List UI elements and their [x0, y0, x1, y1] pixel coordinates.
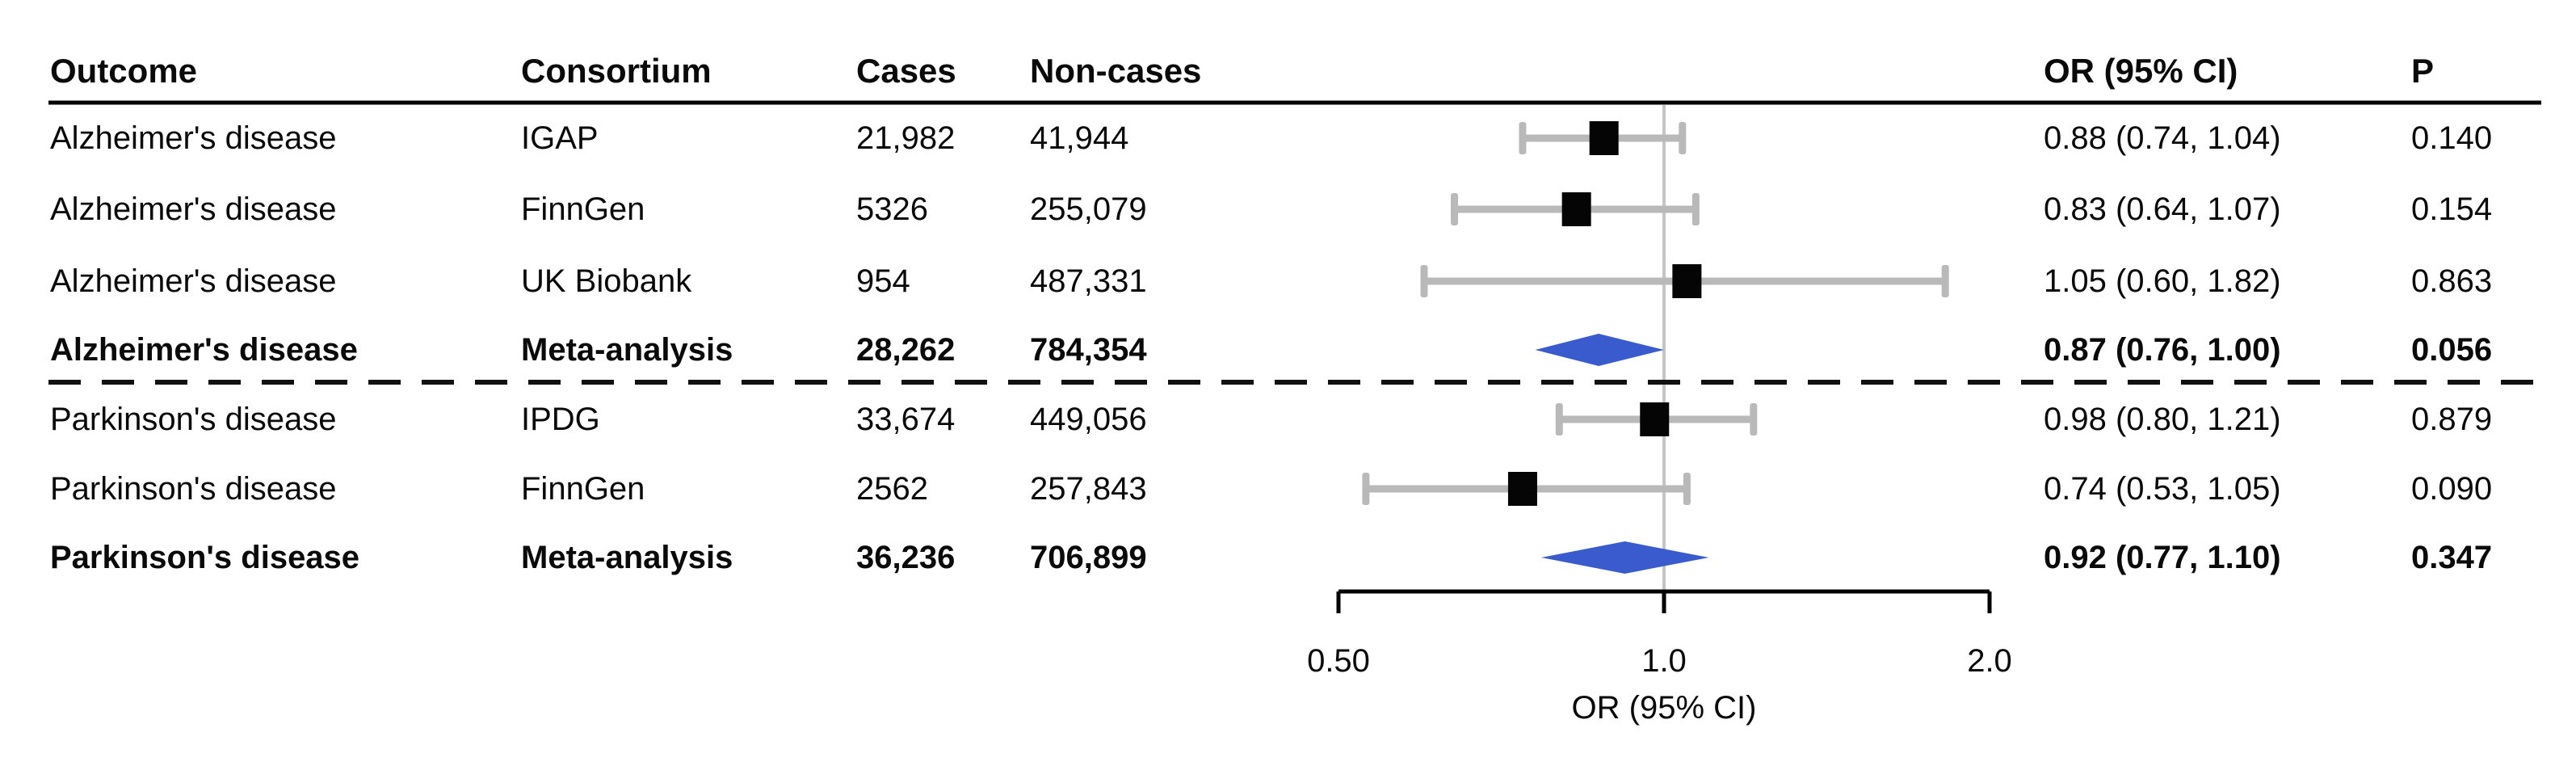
row-3-noncases: 784,354: [1030, 332, 1147, 368]
row-2-p: 0.863: [2411, 263, 2493, 299]
row-1-p: 0.154: [2411, 192, 2493, 227]
row-3-cases: 28,262: [856, 332, 956, 368]
point-marker: [1589, 121, 1619, 155]
point-marker: [1561, 192, 1591, 226]
meta-diamond: [1541, 541, 1709, 574]
point-marker: [1672, 264, 1702, 298]
row-5-cases: 2562: [856, 471, 928, 507]
column-header-cases: Cases: [856, 52, 956, 90]
row-0-outcome: Alzheimer's disease: [50, 120, 337, 156]
ci-cap-high: [1683, 473, 1691, 505]
row-2-cases: 954: [856, 263, 910, 299]
row-4-consortium: IPDG: [521, 402, 600, 437]
row-6-noncases: 706,899: [1030, 540, 1147, 575]
ci-cap-high: [1750, 403, 1758, 436]
row-1-outcome: Alzheimer's disease: [50, 192, 337, 227]
column-header-or_ci: OR (95% CI): [2044, 52, 2238, 90]
ci-cap-high: [1691, 193, 1700, 225]
row-0-consortium: IGAP: [521, 120, 599, 156]
row-6-p: 0.347: [2411, 540, 2493, 575]
point-marker: [1507, 472, 1537, 506]
row-0-or_ci: 0.88 (0.74, 1.04): [2044, 120, 2281, 156]
row-2-outcome: Alzheimer's disease: [50, 263, 337, 299]
row-6-cases: 36,236: [856, 540, 956, 575]
column-header-p: P: [2411, 52, 2435, 90]
row-0-cases: 21,982: [856, 120, 956, 156]
row-3-p: 0.056: [2411, 332, 2493, 368]
row-5-or_ci: 0.74 (0.53, 1.05): [2044, 471, 2281, 507]
column-header-outcome: Outcome: [50, 52, 198, 90]
column-header-noncases: Non-cases: [1030, 52, 1202, 90]
row-3-or_ci: 0.87 (0.76, 1.00): [2044, 332, 2281, 368]
row-0-noncases: 41,944: [1030, 120, 1129, 156]
row-4-or_ci: 0.98 (0.80, 1.21): [2044, 402, 2281, 437]
row-4-noncases: 449,056: [1030, 402, 1147, 437]
x-axis-tick-label: 1.0: [1641, 643, 1687, 679]
x-axis-tick-label: 0.50: [1307, 643, 1370, 679]
x-axis-title: OR (95% CI): [1571, 690, 1757, 726]
row-3-consortium: Meta-analysis: [521, 332, 733, 368]
row-5-noncases: 257,843: [1030, 471, 1147, 507]
row-2-or_ci: 1.05 (0.60, 1.82): [2044, 263, 2281, 299]
row-5-p: 0.090: [2411, 471, 2493, 507]
row-4-cases: 33,674: [856, 402, 956, 437]
row-1-cases: 5326: [856, 192, 928, 227]
row-2-consortium: UK Biobank: [521, 263, 692, 299]
row-6-consortium: Meta-analysis: [521, 540, 733, 575]
row-5-outcome: Parkinson's disease: [50, 471, 337, 507]
ci-cap-high: [1941, 265, 1949, 297]
x-axis-tick-label: 2.0: [1967, 643, 2012, 679]
row-4-p: 0.879: [2411, 402, 2493, 437]
row-3-outcome: Alzheimer's disease: [50, 332, 358, 368]
row-6-outcome: Parkinson's disease: [50, 540, 360, 575]
row-4-outcome: Parkinson's disease: [50, 402, 337, 437]
row-5-consortium: FinnGen: [521, 471, 645, 507]
row-1-noncases: 255,079: [1030, 192, 1147, 227]
column-header-consortium: Consortium: [521, 52, 712, 90]
ci-cap-low: [1362, 473, 1370, 505]
row-0-p: 0.140: [2411, 120, 2493, 156]
point-marker: [1640, 402, 1670, 436]
ci-cap-low: [1555, 403, 1563, 436]
meta-diamond: [1535, 334, 1664, 366]
ci-cap-low: [1519, 122, 1527, 154]
row-2-noncases: 487,331: [1030, 263, 1147, 299]
ci-cap-high: [1679, 122, 1687, 154]
ci-cap-low: [1420, 265, 1428, 297]
row-1-consortium: FinnGen: [521, 192, 645, 227]
row-1-or_ci: 0.83 (0.64, 1.07): [2044, 192, 2281, 227]
row-6-or_ci: 0.92 (0.77, 1.10): [2044, 540, 2281, 575]
ci-cap-low: [1451, 193, 1459, 225]
